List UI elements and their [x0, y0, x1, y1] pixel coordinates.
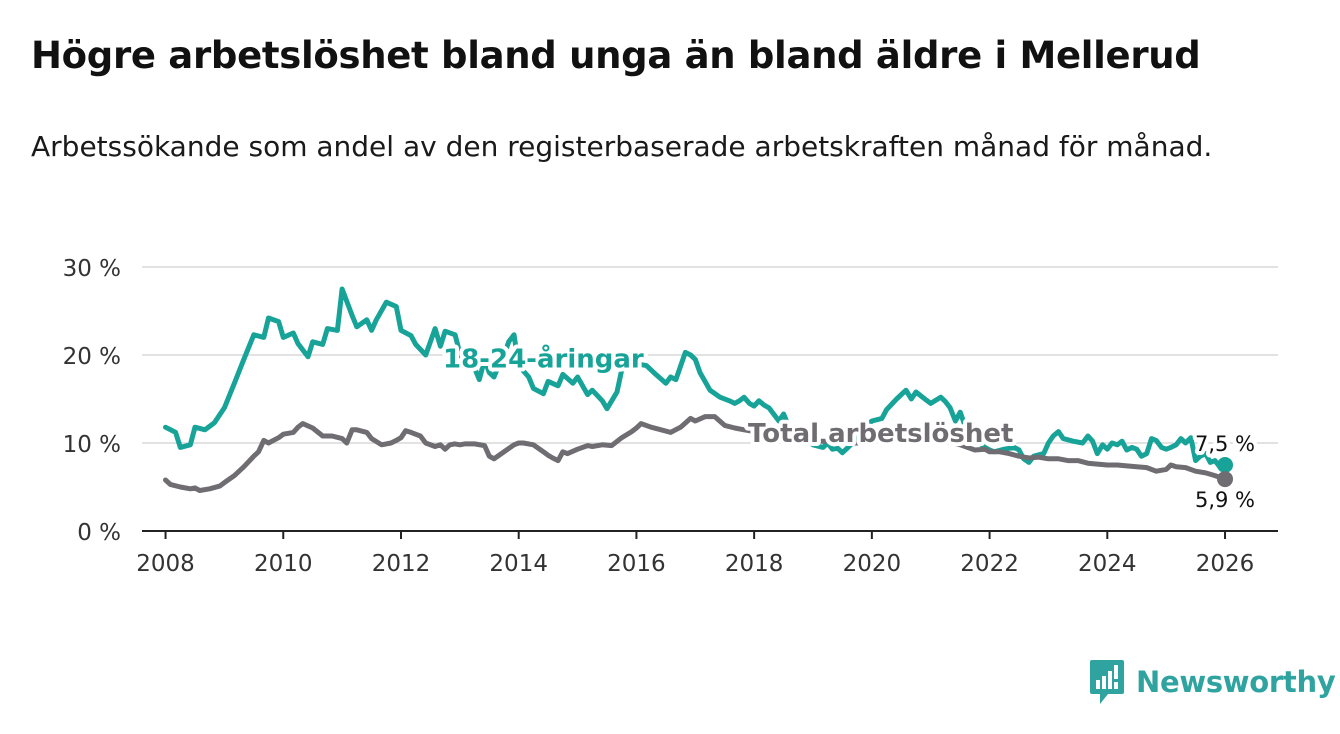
- newsworthy-logo: Newsworthy: [1090, 660, 1336, 704]
- series-label-total: Total arbetslöshet: [748, 419, 1013, 449]
- x-tick-label: 2022: [960, 551, 1019, 577]
- series-label-youth: 18-24-åringar: [443, 342, 644, 374]
- x-tick-label: 2016: [607, 551, 666, 577]
- x-tick-label: 2012: [372, 551, 431, 577]
- x-tick-label: 2024: [1078, 551, 1137, 577]
- end-value-label-total: 5,9 %: [1195, 488, 1255, 512]
- y-tick-label: 10 %: [63, 432, 121, 458]
- series-line-total-end-marker: [1217, 471, 1234, 488]
- chart-title: Högre arbetslöshet bland unga än bland ä…: [31, 34, 1201, 77]
- bar-chart-logo-icon: [1090, 660, 1124, 704]
- chart-subtitle: Arbetssökande som andel av den registerb…: [31, 130, 1213, 163]
- x-tick-label: 2008: [136, 551, 195, 577]
- series-labels: 18-24-åringar Total arbetslöshet 7,5 % 5,9 …: [439, 338, 1259, 516]
- series-lines: [163, 286, 1234, 493]
- x-tick-label: 2020: [843, 551, 902, 577]
- x-tick-label: 2010: [254, 551, 313, 577]
- grid-lines: [142, 266, 1278, 444]
- brand-name: Newsworthy: [1136, 665, 1336, 699]
- y-tick-label: 0 %: [77, 520, 121, 546]
- x-tick-label: 2014: [489, 551, 548, 577]
- series-line-youth-end-marker: [1217, 457, 1234, 473]
- axes: 0 % 10 % 20 % 30 % 2008 2010 2012 2014 2016 2018 2…: [63, 256, 1278, 577]
- y-tick-label: 30 %: [63, 256, 121, 282]
- series-line-youth: [163, 286, 1228, 471]
- x-tick-label: 2026: [1196, 551, 1255, 577]
- end-value-label-youth: 7,5 %: [1195, 432, 1255, 456]
- series-line-total: [163, 414, 1228, 493]
- x-tick-label: 2018: [725, 551, 784, 577]
- y-tick-label: 20 %: [63, 344, 121, 370]
